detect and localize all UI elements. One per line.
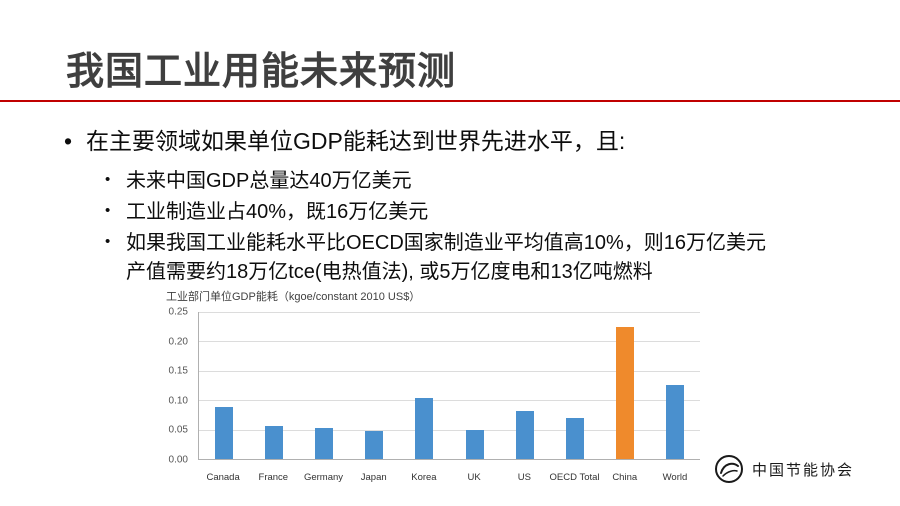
- gridline: [199, 429, 700, 431]
- bar-canada: [215, 407, 234, 459]
- bar-slot: [600, 312, 650, 459]
- chart-title: 工业部门单位GDP能耗（kgoe/constant 2010 US$）: [166, 291, 421, 303]
- x-axis-label-oecd-total: OECD Total: [549, 472, 600, 483]
- x-axis-label-germany: Germany: [303, 472, 344, 483]
- bar-germany: [315, 427, 334, 459]
- gridline: [199, 400, 700, 402]
- bar-world: [665, 384, 684, 459]
- x-axis-label-world: World: [662, 472, 688, 483]
- bar-france: [265, 426, 284, 459]
- footer: 中国节能协会: [714, 454, 854, 484]
- sub-bullet-energy-demand: 如果我国工业能耗水平比OECD国家制造业平均值高10%，则16万亿美元 产值需要…: [102, 229, 870, 287]
- bullet-main: 在主要领域如果单位GDP能耗达到世界先进水平，且:: [60, 126, 870, 157]
- org-name: 中国节能协会: [751, 461, 854, 479]
- bar-uk: [465, 429, 484, 459]
- x-axis-label-china: China: [612, 472, 638, 483]
- x-axis-label-uk: UK: [467, 472, 481, 483]
- chart-plot-area: [198, 312, 700, 460]
- bar-slot: [299, 312, 349, 459]
- gridline: [199, 312, 700, 313]
- title-divider: [0, 100, 900, 102]
- x-axis-label-us: US: [517, 472, 531, 483]
- bar-us: [515, 411, 534, 459]
- bar-japan: [365, 431, 384, 459]
- bars: [199, 312, 700, 459]
- gridline: [199, 341, 700, 343]
- bar-slot: [249, 312, 299, 459]
- slide-title: 我国工业用能未来预测: [66, 51, 457, 93]
- energy-intensity-chart: 工业部门单位GDP能耗（kgoe/constant 2010 US$） 0.00…: [152, 288, 708, 496]
- y-axis-tick-label: 0.15: [168, 365, 188, 377]
- bar-slot: [349, 312, 399, 459]
- y-axis-tick-label: 0.10: [168, 395, 188, 407]
- bar-slot: [500, 312, 550, 459]
- bar-slot: [449, 312, 499, 459]
- bar-korea: [415, 398, 434, 459]
- x-axis-label-canada: Canada: [206, 472, 240, 483]
- sub-bullet-list: 未来中国GDP总量达40万亿美元 工业制造业占40%，既16万亿美元 如果我国工…: [102, 167, 870, 287]
- sub-bullet-manufacturing-share: 工业制造业占40%，既16万亿美元: [102, 198, 870, 227]
- bar-china: [615, 326, 634, 459]
- y-axis-tick-label: 0.05: [168, 424, 188, 436]
- bar-slot: [199, 312, 249, 459]
- y-axis-tick-label: 0.20: [168, 336, 188, 348]
- sub-bullet-gdp-total: 未来中国GDP总量达40万亿美元: [102, 167, 870, 196]
- bar-slot: [399, 312, 449, 459]
- bar-slot: [650, 312, 700, 459]
- bar-slot: [550, 312, 600, 459]
- y-axis: 0.00 0.05 0.10 0.15 0.20 0.25: [152, 307, 192, 466]
- x-axis-label-france: France: [258, 472, 289, 483]
- y-axis-tick-label: 0.00: [168, 454, 188, 466]
- gridline: [199, 370, 700, 372]
- bar-oecd-total: [565, 417, 584, 459]
- x-axis-labels: Canada France Germany Japan Korea UK US OECD To…: [198, 472, 700, 488]
- x-axis-label-japan: Japan: [360, 472, 387, 483]
- y-axis-tick-label: 0.25: [168, 306, 188, 318]
- x-axis-label-korea: Korea: [411, 472, 437, 483]
- cesa-logo-icon: [714, 455, 743, 483]
- slide-body: 在主要领域如果单位GDP能耗达到世界先进水平，且: 未来中国GDP总量达40万亿…: [60, 126, 870, 289]
